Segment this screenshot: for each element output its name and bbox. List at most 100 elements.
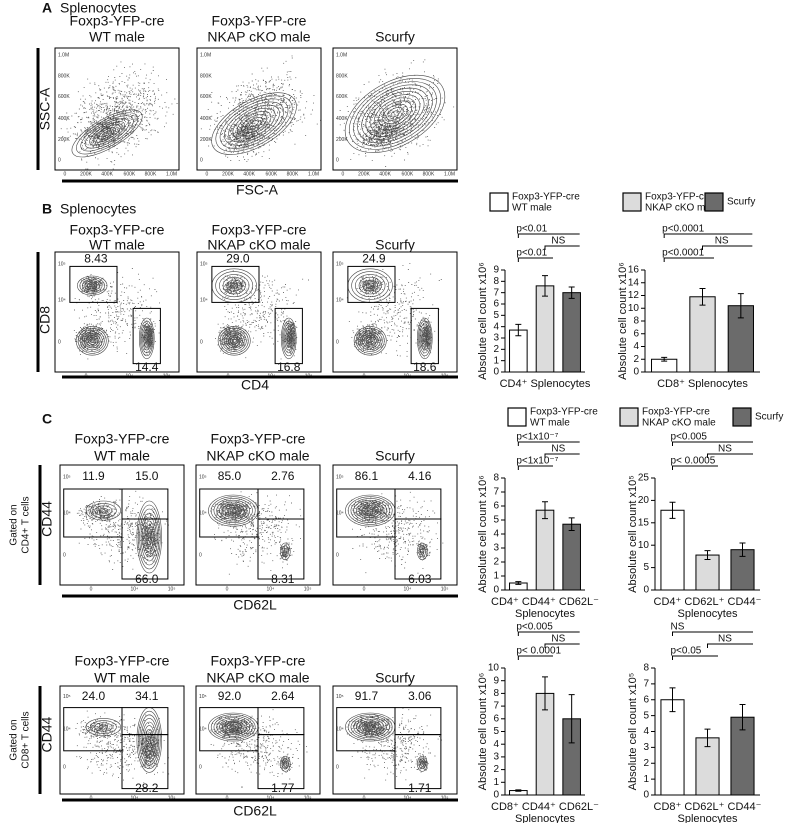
legend-label: NKAP cKO male bbox=[642, 418, 716, 429]
error-bar bbox=[737, 293, 744, 319]
bar-chart: 0 1 2 3 4 5 6 7 8 Absolute cell count x10⁵ CD8⁺ CD… bbox=[627, 622, 762, 823]
contour bbox=[347, 496, 393, 525]
contour bbox=[226, 279, 242, 292]
gate-percent: 8.31 bbox=[271, 572, 295, 586]
contour bbox=[349, 78, 441, 150]
y-tick-label: 9 bbox=[493, 675, 499, 686]
x-axis-label: Splenocytes bbox=[515, 813, 575, 823]
contour bbox=[89, 338, 95, 343]
contour bbox=[241, 114, 268, 134]
y-axis-label: Absolute cell count x10⁶ bbox=[477, 475, 489, 593]
gate-percent: 92.0 bbox=[218, 689, 242, 703]
gate-percent: 24.9 bbox=[362, 251, 386, 265]
flow-plot bbox=[196, 47, 322, 171]
contour bbox=[94, 722, 113, 732]
flow-x-tick: 10⁴ bbox=[131, 586, 139, 592]
y-tick-label: 8 bbox=[493, 276, 499, 287]
flow-y-tick: 10⁴ bbox=[58, 297, 66, 303]
contour bbox=[353, 717, 388, 737]
y-tick-label: 7 bbox=[493, 287, 499, 298]
y-tick-label: 4 bbox=[643, 726, 649, 737]
gate bbox=[257, 518, 305, 580]
gate-percent: 14.4 bbox=[135, 360, 159, 374]
plot-title: WT male bbox=[89, 237, 145, 253]
flow-plot bbox=[332, 47, 458, 171]
gate bbox=[132, 307, 161, 365]
flow-y-tick: 10⁵ bbox=[199, 474, 207, 480]
flow-y-tick: 0 bbox=[336, 158, 339, 164]
y-axis-label: Absolute cell count x10⁶ bbox=[617, 262, 629, 380]
error-bar bbox=[661, 356, 668, 362]
error-bar bbox=[542, 501, 548, 520]
flow-x-tick: 10⁴ bbox=[267, 795, 275, 801]
x-axis-label: CD8⁺ CD62L⁺ CD44⁻ bbox=[654, 801, 762, 813]
contour bbox=[350, 715, 390, 739]
error-bar bbox=[568, 694, 575, 744]
contour bbox=[344, 74, 446, 153]
error-bar bbox=[515, 581, 522, 585]
contour bbox=[287, 335, 291, 342]
contour bbox=[353, 81, 437, 147]
contour bbox=[420, 326, 430, 351]
axis-label: CD62L bbox=[233, 803, 277, 819]
p-value: NS bbox=[718, 634, 732, 645]
y-tick-label: 10 bbox=[628, 303, 640, 314]
contour bbox=[141, 323, 153, 354]
contour bbox=[356, 501, 385, 520]
gate-percent: 1.71 bbox=[408, 781, 432, 795]
contour bbox=[361, 87, 429, 140]
contour bbox=[224, 505, 242, 517]
contour bbox=[357, 84, 433, 144]
y-tick-label: 0 bbox=[633, 367, 639, 378]
y-tick-label: 0 bbox=[643, 790, 649, 801]
contour bbox=[84, 280, 100, 291]
contour bbox=[421, 329, 429, 348]
gated-label: Gated on bbox=[9, 504, 20, 545]
flow-y-tick: 800K bbox=[336, 73, 348, 79]
p-value: p<0.0001 bbox=[662, 224, 704, 235]
flow-plot bbox=[332, 685, 458, 795]
contour bbox=[144, 728, 154, 752]
flow-y-tick: 0 bbox=[199, 764, 202, 770]
y-tick-label: 5 bbox=[493, 515, 499, 526]
contour bbox=[230, 725, 237, 729]
contour bbox=[221, 720, 245, 734]
y-tick-label: 6 bbox=[643, 694, 649, 705]
contour bbox=[142, 721, 157, 759]
y-tick-label: 1 bbox=[493, 777, 499, 788]
gate bbox=[394, 734, 442, 790]
gate-percent: 24.0 bbox=[82, 689, 106, 703]
flow-x-tick: 0 bbox=[90, 795, 93, 801]
contour bbox=[80, 115, 134, 152]
y-tick-label: 2 bbox=[633, 354, 639, 365]
flow-x-tick: 10⁵ bbox=[304, 586, 312, 592]
y-tick-label: 10 bbox=[638, 540, 650, 551]
flow-x-tick: 10⁴ bbox=[404, 795, 412, 801]
plot-title: WT male bbox=[89, 29, 145, 45]
gate-percent: 85.0 bbox=[218, 469, 242, 483]
contour bbox=[93, 124, 121, 143]
contour bbox=[219, 274, 250, 298]
comparison-bracket bbox=[517, 257, 553, 262]
gate-percent: 18.6 bbox=[413, 360, 437, 374]
y-tick-label: 6 bbox=[493, 501, 499, 512]
contour bbox=[216, 499, 251, 522]
contour bbox=[353, 499, 388, 522]
contour bbox=[139, 317, 155, 360]
plot-title: WT male bbox=[94, 670, 150, 686]
plot-title: Foxp3-YFP-cre bbox=[212, 222, 307, 238]
y-tick-label: 0 bbox=[493, 367, 499, 378]
contour bbox=[136, 500, 162, 574]
plot-title: Foxp3-YFP-cre bbox=[75, 653, 170, 669]
gate-percent: 3.06 bbox=[408, 689, 432, 703]
contour bbox=[280, 542, 291, 561]
y-tick-label: 6 bbox=[493, 713, 499, 724]
plot-title: NKAP cKO male bbox=[207, 237, 310, 253]
p-value: NS bbox=[551, 444, 565, 455]
y-tick-label: 1 bbox=[643, 774, 649, 785]
contour bbox=[286, 332, 292, 345]
y-tick-label: 5 bbox=[643, 562, 649, 573]
error-bar bbox=[704, 550, 711, 561]
contour bbox=[140, 320, 154, 357]
flow-y-tick: 10⁴ bbox=[63, 510, 71, 516]
